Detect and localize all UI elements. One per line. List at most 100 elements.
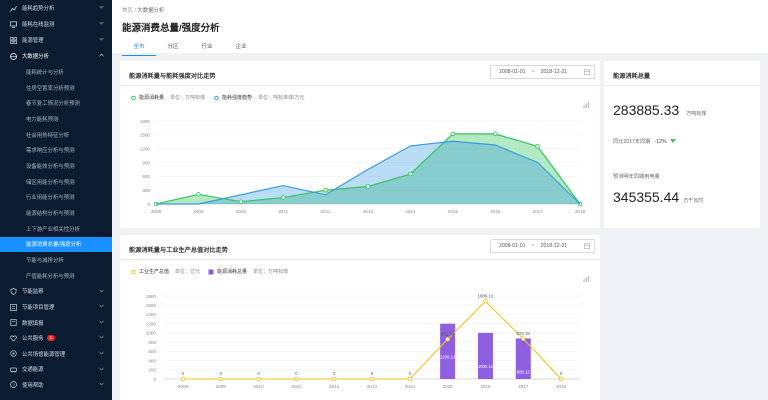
- sidebar-item-label: 交通能源: [22, 367, 44, 374]
- sidebar-subitem-4[interactable]: 社会用热特征分析: [0, 126, 112, 143]
- x-tick-label: 2016: [480, 384, 491, 389]
- data-point: [238, 199, 244, 204]
- x-tick-label: 2009: [216, 384, 227, 389]
- help-icon: ?: [9, 381, 17, 389]
- chevron-down-icon: [99, 289, 104, 295]
- card-divider: [120, 259, 600, 260]
- sidebar-subitem-13[interactable]: 产值能耗分析与预测: [0, 267, 112, 284]
- sidebar-subitem-11[interactable]: 能源消费总量/强度分析: [0, 236, 112, 253]
- tab-enterprise[interactable]: 企业: [235, 44, 247, 50]
- y-tick-label: 1800: [146, 294, 157, 299]
- chevron-down-icon: [99, 21, 104, 27]
- date-range-picker[interactable]: 2008-01-01 ~ 2018-12-31: [490, 65, 595, 79]
- sidebar-subitem-0[interactable]: 能耗统计与分析: [0, 64, 112, 80]
- sidebar-bottom-item-6[interactable]: ? 使用帮助: [0, 377, 112, 393]
- energy-intensity-card: 能源消耗量与能耗强度对比走势 2008-01-01 ~ 2018-12-31 能…: [120, 61, 600, 228]
- total-value: 283885.33 万吨标煤: [613, 102, 706, 118]
- data-label: 0: [220, 371, 223, 376]
- forecast-value-number: 345355.44: [613, 189, 680, 205]
- sidebar-subitem-7[interactable]: 储区用能分析与预测: [0, 173, 112, 190]
- chart-icon: [9, 4, 17, 12]
- sidebar-bottom-item-5[interactable]: 交通能源: [0, 362, 112, 378]
- chart-toolbox-icon[interactable]: [583, 95, 590, 113]
- breadcrumb-home[interactable]: 首页: [122, 8, 133, 14]
- sidebar-bottom-item-4[interactable]: 公共场馆能源管理: [0, 346, 112, 362]
- sidebar-subitem-3[interactable]: 电力能耗预测: [0, 111, 112, 127]
- shield-icon: [9, 287, 17, 295]
- folder-icon: [9, 303, 17, 311]
- sidebar-subitem-5[interactable]: 需求响应分析与预测: [0, 142, 112, 159]
- legend-label: 能源消耗总量: [217, 269, 248, 275]
- legend-unit: 单位：吨标准煤/万元: [258, 95, 305, 101]
- card-divider: [604, 85, 760, 86]
- globe-icon: [9, 52, 17, 60]
- sidebar-item-3[interactable]: 大数据分析: [0, 48, 112, 64]
- legend-marker-purple: [208, 269, 214, 274]
- page-header: 首页 / 大数据分析 能源消费总量/强度分析 全市 分区 行业 企业: [112, 0, 768, 56]
- sidebar-bottom-item-1[interactable]: 节能项目管理: [0, 299, 112, 315]
- card-title: 能源消耗量与工业生产总值对比走势: [129, 247, 228, 254]
- energy-total-card: 能源消耗总量 283885.33 万吨标煤 同比2017年同期 -12% 预测明…: [604, 61, 760, 228]
- sidebar-subitem-9[interactable]: 能源结构分析与预测: [0, 205, 112, 221]
- sidebar-subitem-8[interactable]: 行业用能分析与预测: [0, 189, 112, 206]
- sidebar-item-label: 使用帮助: [22, 382, 44, 389]
- data-label: 0: [409, 371, 412, 376]
- sidebar-bottom-item-0[interactable]: 节能监察: [0, 284, 112, 300]
- chevron-down-icon: [99, 335, 104, 341]
- sidebar-item-2[interactable]: 能源管理: [0, 32, 112, 48]
- sidebar-item-1[interactable]: 能耗在线监测: [0, 16, 112, 32]
- calendar-icon: [584, 69, 590, 77]
- sidebar-subitem-1[interactable]: 住房空置率分析预测: [0, 79, 112, 96]
- data-point: [369, 376, 375, 382]
- sidebar-item-label: 能源管理: [22, 38, 44, 44]
- tab-district[interactable]: 分区: [167, 44, 179, 50]
- legend-unit: 单位：亿元: [175, 269, 201, 275]
- legend-marker-blue: [214, 95, 219, 100]
- y-tick-label: 800: [148, 340, 156, 345]
- forecast-label: 预测明年同期用电量: [613, 174, 660, 180]
- x-tick-label: 2011: [291, 384, 301, 389]
- data-point: [280, 195, 286, 200]
- date-start: 2008-01-01: [499, 243, 526, 249]
- tab-city[interactable]: 全市: [122, 42, 156, 56]
- date-end: 2018-12-31: [540, 69, 568, 75]
- grid-icon: [9, 36, 17, 44]
- data-point: [445, 337, 450, 342]
- sidebar-subitem-2[interactable]: 春节复工情况分析预测: [0, 95, 112, 112]
- x-tick-label: 2010: [236, 209, 247, 214]
- sidebar-bottom-item-3[interactable]: 公共服务 1: [0, 330, 112, 346]
- breadcrumb: 首页 / 大数据分析: [122, 6, 758, 14]
- sidebar-subitem-6[interactable]: 设备能效分析与预测: [0, 158, 112, 174]
- sidebar-item-label: 节能项目管理: [22, 305, 55, 312]
- legend-label: 能耗强度趋势: [222, 95, 253, 101]
- chart-toolbox-icon[interactable]: [583, 269, 590, 287]
- legend-marker-green: [131, 95, 136, 100]
- date-range-picker[interactable]: 2008-01-01 ~ 2018-12-31: [490, 239, 595, 253]
- sidebar-subitem-12[interactable]: 节能与减排分析: [0, 252, 112, 268]
- data-point: [218, 376, 223, 382]
- y-tick-label: 1200: [146, 321, 157, 326]
- x-tick-label: 2012: [320, 209, 331, 214]
- sidebar-subitem-10[interactable]: 上下游产业相关性分析: [0, 220, 112, 237]
- x-tick-label: 2018: [556, 384, 567, 389]
- card-title: 能源消耗量与能耗强度对比走势: [129, 73, 216, 80]
- date-end: 2018-12-31: [540, 243, 568, 249]
- date-start: 2008-01-01: [499, 69, 526, 75]
- data-point: [407, 376, 413, 382]
- date-separator: ~: [531, 243, 535, 249]
- chevron-down-icon: [99, 382, 104, 388]
- monitor-icon: [9, 20, 17, 28]
- y-tick-label: 0: [153, 377, 156, 382]
- tab-industry[interactable]: 行业: [201, 44, 213, 50]
- data-point: [323, 187, 328, 193]
- building-icon: [9, 350, 17, 358]
- y-tick-label: 900: [142, 160, 150, 165]
- y-tick-label: 600: [142, 174, 150, 179]
- chevron-down-icon: [99, 5, 104, 11]
- sidebar-bottom-item-2[interactable]: 数据填报: [0, 315, 112, 331]
- data-point: [492, 131, 498, 137]
- y-tick-label: 1200: [140, 146, 151, 151]
- sidebar-item-0[interactable]: 能耗趋势分析: [0, 0, 112, 16]
- data-point: [294, 376, 299, 382]
- x-tick-label: 2014: [405, 384, 416, 389]
